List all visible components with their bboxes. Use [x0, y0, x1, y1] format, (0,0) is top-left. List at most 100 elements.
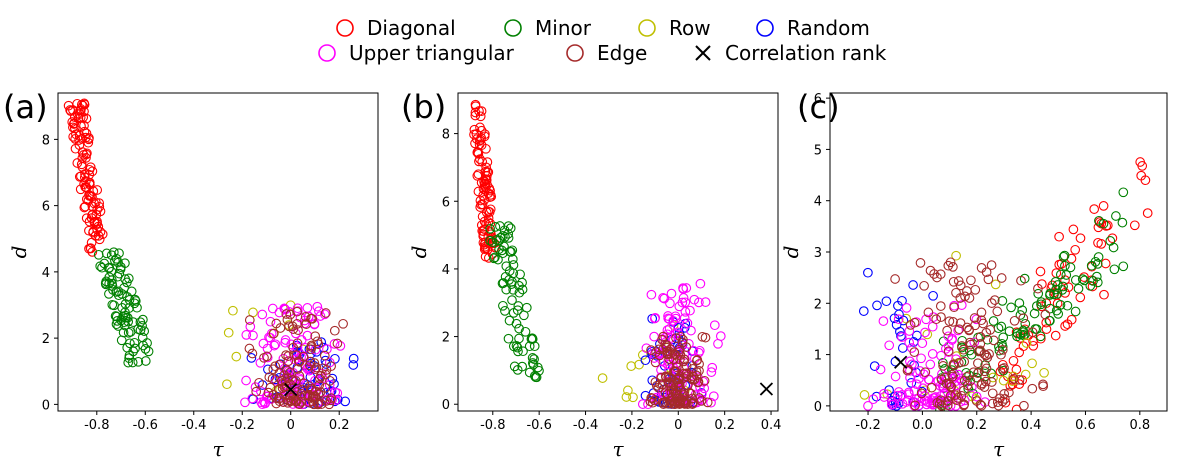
x-tick-label: 0.2: [714, 418, 735, 433]
data-point: [1068, 224, 1079, 235]
x-tick-label: 0: [674, 418, 682, 433]
legend-label: Row: [669, 16, 711, 40]
data-point: [271, 398, 282, 409]
data-point: [517, 277, 527, 288]
data-point: [335, 341, 346, 351]
data-point: [258, 396, 269, 407]
data-point: [111, 253, 122, 264]
data-point: [1060, 288, 1070, 298]
data-point: [706, 367, 717, 377]
data-point: [955, 293, 966, 303]
data-point: [971, 391, 982, 402]
data-point: [470, 101, 481, 112]
data-point: [340, 396, 351, 407]
data-point: [647, 397, 658, 408]
data-point: [110, 255, 120, 266]
data-point: [80, 201, 91, 212]
data-point: [708, 391, 719, 402]
data-point: [653, 344, 664, 355]
panel-1: (a) -0.8 -0.6 -0.4 -0.2 0 0.2 0 2 4 6 8 τ d: [3, 88, 379, 461]
data-point: [662, 346, 673, 357]
data-point: [487, 249, 498, 259]
data-point: [514, 323, 524, 334]
data-point: [687, 374, 698, 385]
data-point: [997, 296, 1008, 306]
data-point: [1035, 266, 1046, 277]
data-point: [953, 276, 964, 286]
data-point: [1093, 237, 1103, 248]
data-point: [524, 341, 535, 352]
panels: (a) -0.8 -0.6 -0.4 -0.2 0 0.2 0 2 4 6 8 τ d (b) -0.8 -0.…: [3, 88, 1168, 461]
data-point: [245, 321, 256, 332]
data-point: [1105, 236, 1116, 246]
data-point: [287, 375, 298, 385]
data-point: [938, 361, 948, 371]
data-point: [321, 396, 332, 406]
data-point: [112, 316, 123, 326]
data-point: [1031, 301, 1042, 311]
data-point: [292, 338, 303, 349]
data-point: [255, 357, 266, 368]
circle-marker-icon: [638, 19, 656, 37]
data-point: [998, 332, 1009, 343]
data-point: [115, 264, 126, 275]
data-point: [248, 330, 258, 341]
data-point: [975, 339, 986, 349]
data-point: [133, 356, 144, 367]
data-point: [281, 309, 292, 319]
x-tick-label: -0.2: [230, 418, 255, 433]
data-point: [671, 333, 681, 343]
data-point: [469, 124, 480, 135]
data-point: [107, 281, 118, 291]
y-tick-label: 4: [42, 266, 50, 281]
data-point: [281, 381, 292, 392]
data-point: [983, 274, 994, 285]
data-point: [1007, 379, 1018, 390]
data-point: [920, 327, 930, 338]
data-point: [1077, 274, 1088, 284]
data-point: [679, 368, 689, 379]
x-tick-label: 0.8: [1129, 418, 1150, 433]
data-point: [117, 289, 127, 299]
data-point: [897, 295, 907, 306]
data-point: [123, 357, 134, 368]
y-tick-label: 5: [814, 143, 822, 158]
data-point: [483, 217, 494, 227]
data-point: [1008, 355, 1019, 366]
data-point: [76, 171, 86, 182]
data-point: [1040, 309, 1051, 320]
axes-frame: [57, 92, 379, 412]
data-point: [881, 296, 892, 307]
data-point: [271, 318, 282, 329]
data-point: [621, 392, 632, 402]
data-point: [79, 106, 89, 117]
data-point: [650, 357, 661, 368]
data-point: [1009, 315, 1020, 326]
y-tick-label: 6: [42, 200, 50, 215]
data-point: [964, 325, 974, 336]
data-point: [647, 393, 657, 404]
y-tick-label: 2: [442, 331, 450, 346]
data-point: [649, 395, 660, 406]
data-point: [1065, 262, 1076, 273]
data-point: [514, 280, 524, 291]
data-point: [1004, 387, 1014, 398]
data-point: [996, 349, 1006, 360]
data-point: [679, 322, 690, 333]
data-point: [81, 213, 92, 224]
data-point: [306, 383, 317, 394]
data-point: [302, 303, 313, 313]
data-point: [308, 399, 319, 409]
data-point: [893, 398, 904, 409]
data-point: [120, 307, 130, 318]
data-point: [875, 364, 886, 375]
y-tick-label: 4: [442, 263, 450, 278]
series-diagonal: [469, 99, 500, 263]
data-point: [973, 368, 983, 379]
y-tick-label: 4: [814, 195, 822, 210]
data-point: [69, 123, 80, 134]
data-point: [890, 274, 900, 284]
data-point: [338, 318, 348, 329]
data-point: [975, 345, 986, 356]
